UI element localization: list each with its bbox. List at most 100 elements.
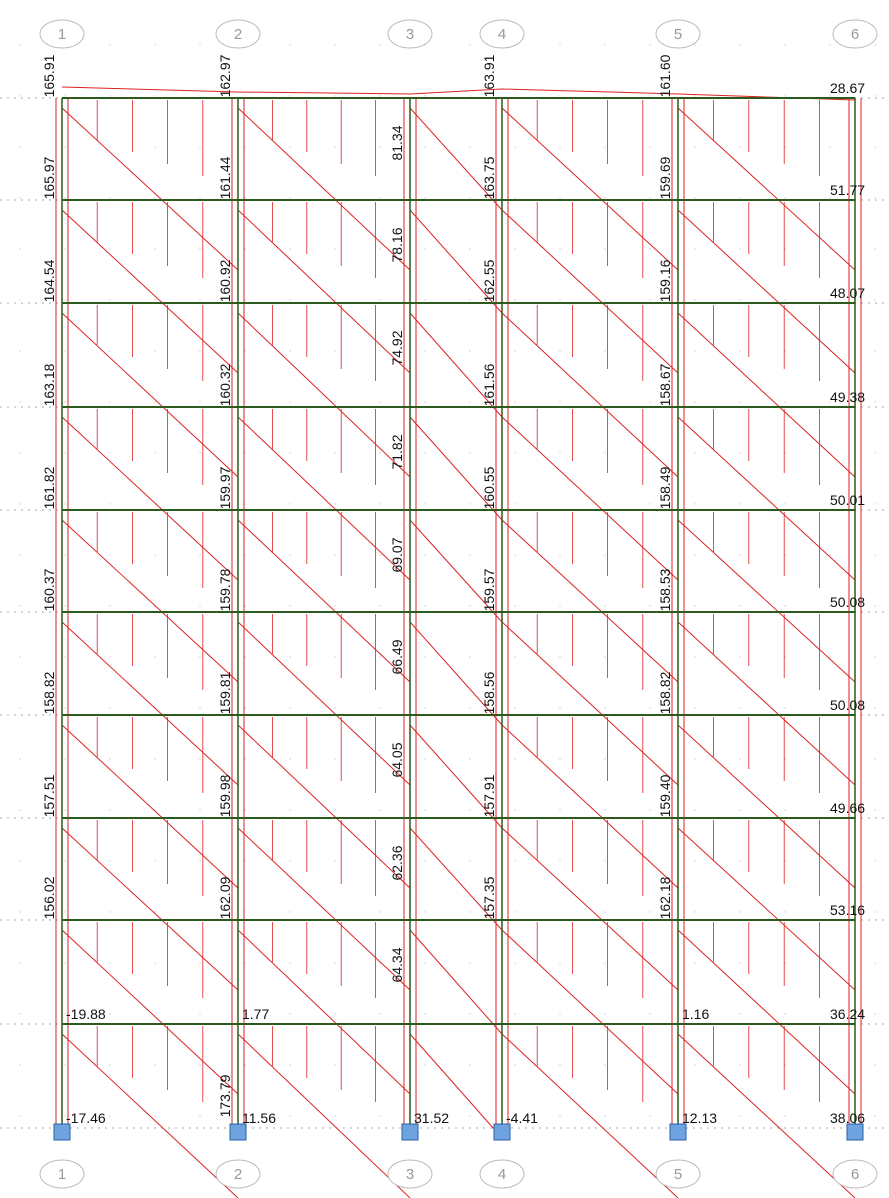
- column-value: 158.53: [657, 568, 673, 611]
- column-value: 62.36: [389, 845, 405, 880]
- node-value: -19.88: [66, 1006, 106, 1022]
- grid-dot: [154, 197, 155, 198]
- grid-dot: [334, 605, 335, 606]
- node-value: -17.46: [66, 1110, 106, 1126]
- grid-dot: [559, 452, 560, 453]
- grid-dot: [874, 95, 875, 96]
- bubble-label: 2: [234, 1166, 242, 1183]
- grid-dot: [514, 452, 515, 453]
- grid-dot: [199, 350, 200, 351]
- grid-dot: [559, 809, 560, 810]
- grid-dot: [64, 605, 65, 606]
- grid-dot: [334, 1064, 335, 1065]
- column-value: 163.18: [41, 363, 57, 406]
- grid-dot: [559, 860, 560, 861]
- grid-dot: [19, 95, 20, 96]
- grid-dot: [289, 401, 290, 402]
- grid-dot: [604, 656, 605, 657]
- grid-dot: [109, 197, 110, 198]
- grid-dot: [199, 1013, 200, 1014]
- grid-dot: [64, 299, 65, 300]
- grid-dot: [289, 911, 290, 912]
- shear-diagram: 123456123456165.91165.97164.54163.18161.…: [0, 0, 889, 1198]
- shear-diagonal: [678, 828, 855, 990]
- grid-dot: [874, 1064, 875, 1065]
- grid-dot: [424, 146, 425, 147]
- shear-diagonal: [502, 930, 678, 1094]
- grid-dot: [559, 503, 560, 504]
- grid-dot: [109, 860, 110, 861]
- grid-dot: [559, 146, 560, 147]
- grid-dot: [649, 1013, 650, 1014]
- grid-dot: [469, 146, 470, 147]
- grid-dot: [19, 44, 20, 45]
- grid-dot: [604, 554, 605, 555]
- grid-dot: [469, 197, 470, 198]
- grid-dot: [379, 299, 380, 300]
- grid-dot: [19, 605, 20, 606]
- column-value: 163.75: [481, 156, 497, 199]
- grid-dot: [559, 299, 560, 300]
- node-value: 50.08: [830, 697, 865, 713]
- grid-dot: [514, 197, 515, 198]
- grid-dot: [649, 401, 650, 402]
- grid-dot: [109, 1013, 110, 1014]
- shear-diagonal: [238, 622, 410, 785]
- grid-dot: [244, 605, 245, 606]
- grid-dot: [424, 350, 425, 351]
- grid-dot: [604, 299, 605, 300]
- grid-dot: [424, 962, 425, 963]
- grid-dot: [154, 95, 155, 96]
- grid-dot: [289, 1115, 290, 1116]
- grid-dot: [64, 95, 65, 96]
- grid-dot: [424, 605, 425, 606]
- grid-dot: [514, 962, 515, 963]
- grid-dot: [874, 452, 875, 453]
- shear-diagonal: [62, 108, 238, 270]
- grid-dot: [199, 503, 200, 504]
- grid-dot: [199, 401, 200, 402]
- grid-dot: [199, 758, 200, 759]
- grid-dot: [244, 860, 245, 861]
- grid-dot: [154, 1064, 155, 1065]
- grid-dot: [694, 146, 695, 147]
- grid-dot: [334, 656, 335, 657]
- grid-dot: [469, 350, 470, 351]
- grid-bubble: 5: [656, 20, 700, 48]
- column-value: 158.49: [657, 466, 673, 509]
- grid-dot: [244, 146, 245, 147]
- grid-bubble: 6: [833, 20, 877, 48]
- grid-bubble: 1: [40, 1160, 84, 1188]
- grid-dot: [649, 197, 650, 198]
- grid-dot: [559, 1064, 560, 1065]
- grid-dot: [19, 146, 20, 147]
- node-value: 38.06: [830, 1110, 865, 1126]
- shear-diagonal: [502, 313, 678, 477]
- grid-dot: [109, 554, 110, 555]
- grid-dot: [109, 350, 110, 351]
- shear-diagonal: [502, 622, 678, 785]
- grid-dot: [604, 1013, 605, 1014]
- grid-dot: [244, 554, 245, 555]
- grid-dot: [289, 656, 290, 657]
- grid-dot: [739, 1115, 740, 1116]
- bubble-label: 5: [674, 1166, 682, 1183]
- grid-dot: [379, 452, 380, 453]
- grid-dot: [514, 707, 515, 708]
- grid-dot: [649, 248, 650, 249]
- shear-diagonal: [502, 108, 678, 270]
- column-value: 161.44: [217, 156, 233, 199]
- column-value: 161.82: [41, 466, 57, 509]
- shear-diagonal: [678, 520, 855, 682]
- shear-diagonal: [62, 520, 238, 682]
- grid-dot: [199, 860, 200, 861]
- grid-dot: [109, 707, 110, 708]
- grid-dot: [19, 554, 20, 555]
- grid-dot: [829, 860, 830, 861]
- grid-dot: [559, 758, 560, 759]
- support: [494, 1124, 510, 1140]
- grid-dot: [379, 554, 380, 555]
- grid-dot: [109, 962, 110, 963]
- grid-dot: [739, 860, 740, 861]
- grid-dot: [514, 809, 515, 810]
